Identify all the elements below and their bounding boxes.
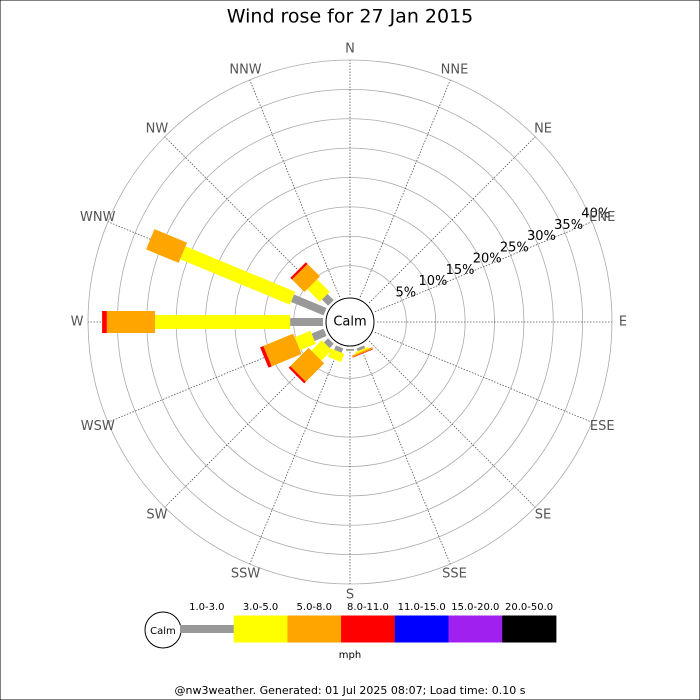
spoke: [249, 79, 341, 298]
direction-label: NNW: [229, 62, 261, 77]
bar-segment: [346, 349, 354, 351]
footer: @nw3weather. Generated: 01 Jul 2025 08:0…: [175, 684, 526, 697]
direction-label: E: [619, 315, 627, 330]
legend-swatch: [233, 615, 288, 643]
bar-segment: [356, 345, 366, 352]
spoke: [368, 340, 536, 508]
direction-label: NW: [146, 121, 169, 136]
r-tick-label: 25%: [500, 240, 529, 255]
bar-segment: [352, 348, 374, 358]
r-tick-label: 40%: [581, 207, 610, 222]
direction-label: WNW: [80, 210, 116, 225]
bar-segment: [290, 294, 327, 316]
r-tick-label: 5%: [395, 285, 416, 300]
legend-label: 1.0-3.0: [189, 602, 224, 613]
bar-segment: [263, 333, 302, 367]
r-tick-label: 10%: [418, 274, 447, 289]
r-tick-label: 15%: [446, 263, 475, 278]
direction-label: ENE: [589, 210, 615, 225]
bar-segment: [307, 279, 330, 302]
direction-label: NNE: [441, 62, 469, 77]
spoke: [374, 221, 593, 313]
direction-label: N: [345, 42, 355, 57]
legend-label: 11.0-15.0: [398, 602, 446, 613]
direction-label: NE: [534, 121, 552, 136]
legend-calm-label: Calm: [150, 626, 176, 637]
direction-label: SW: [146, 508, 167, 523]
legend-label: 5.0-8.0: [297, 602, 332, 613]
bar-segment: [351, 347, 373, 358]
calm-label: Calm: [333, 315, 366, 330]
bar-segment: [323, 338, 334, 349]
legend-label: 20.0-50.0: [505, 602, 553, 613]
spoke: [359, 79, 451, 298]
spoke: [249, 346, 341, 565]
direction-label: SSE: [442, 567, 467, 582]
bar-segment: [290, 262, 308, 280]
bar-segment: [154, 315, 291, 329]
bar-segment: [354, 346, 369, 354]
spoke: [359, 346, 451, 565]
chart-title: Wind rose for 27 Jan 2015: [227, 6, 474, 28]
legend-label: 3.0-5.0: [243, 602, 278, 613]
bar-segment: [328, 348, 345, 363]
direction-label: W: [71, 315, 84, 330]
direction-label: WSW: [81, 419, 115, 434]
spoke: [374, 331, 593, 423]
units: mph: [339, 650, 361, 661]
bar-segment: [146, 229, 188, 263]
legend-swatch: [180, 625, 235, 633]
direction-label: SSW: [231, 567, 261, 582]
direction-label: SE: [535, 508, 551, 523]
bar-segment: [291, 263, 320, 292]
bar-segment: [106, 311, 155, 333]
bar-segment: [334, 345, 344, 353]
spoke: [368, 136, 536, 304]
bar-segment: [290, 347, 325, 382]
legend-swatch: [502, 615, 557, 643]
r-tick-label: 20%: [473, 252, 502, 267]
bar-segment: [290, 318, 323, 326]
legend-label: 8.0-11.0: [347, 602, 389, 613]
legend-swatch: [448, 615, 503, 643]
legend-swatch: [287, 615, 342, 643]
legend-swatch: [394, 615, 449, 643]
calm-circle: [325, 297, 375, 347]
bar-segment: [260, 346, 272, 368]
r-tick-label: 30%: [527, 229, 556, 244]
bar-segment: [321, 293, 334, 306]
legend-swatch: [341, 615, 396, 643]
bar-segment: [102, 311, 107, 333]
bar-segment: [288, 366, 306, 384]
bar-segment: [311, 328, 327, 341]
bar-segment: [180, 246, 296, 305]
r-tick-label: 35%: [554, 218, 583, 233]
bar-segment: [294, 330, 316, 351]
bar-segment: [311, 340, 332, 361]
direction-label: S: [346, 588, 354, 603]
legend-label: 15.0-20.0: [451, 602, 499, 613]
direction-label: ESE: [590, 419, 615, 434]
